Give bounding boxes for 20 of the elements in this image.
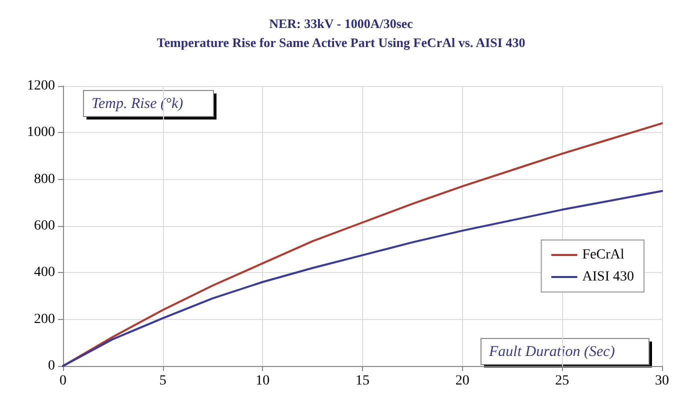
y-tick-label: 1000 [27, 125, 55, 140]
x-tick-label: 0 [60, 374, 66, 388]
x-tick-label: 15 [356, 374, 370, 388]
x-tick-label: 30 [655, 374, 669, 388]
x-axis-title: Fault Duration (Sec) [488, 344, 615, 360]
y-tick-label: 800 [34, 172, 55, 187]
y-tick-label: 400 [34, 265, 55, 280]
x-tick-label: 20 [455, 374, 470, 388]
y-tick-label: 0 [48, 358, 55, 374]
y-axis-title: Temp. Rise (°k) [92, 96, 184, 112]
x-tick-label: 25 [555, 374, 570, 388]
legend-label: FeCrAl [582, 248, 624, 262]
x-tick-label: 5 [159, 374, 166, 388]
x-tick-label: 10 [256, 374, 270, 388]
y-tick-label: 1200 [27, 78, 55, 94]
y-tick-label: 200 [34, 312, 55, 327]
chart-subtitle: Temperature Rise for Same Active Part Using FeCrAl vs. AISI 430 [156, 35, 526, 50]
legend-label: AISI 430 [582, 270, 634, 284]
y-tick-label: 600 [34, 218, 55, 234]
chart-title: NER: 33kV - 1000A/30sec [269, 16, 414, 31]
